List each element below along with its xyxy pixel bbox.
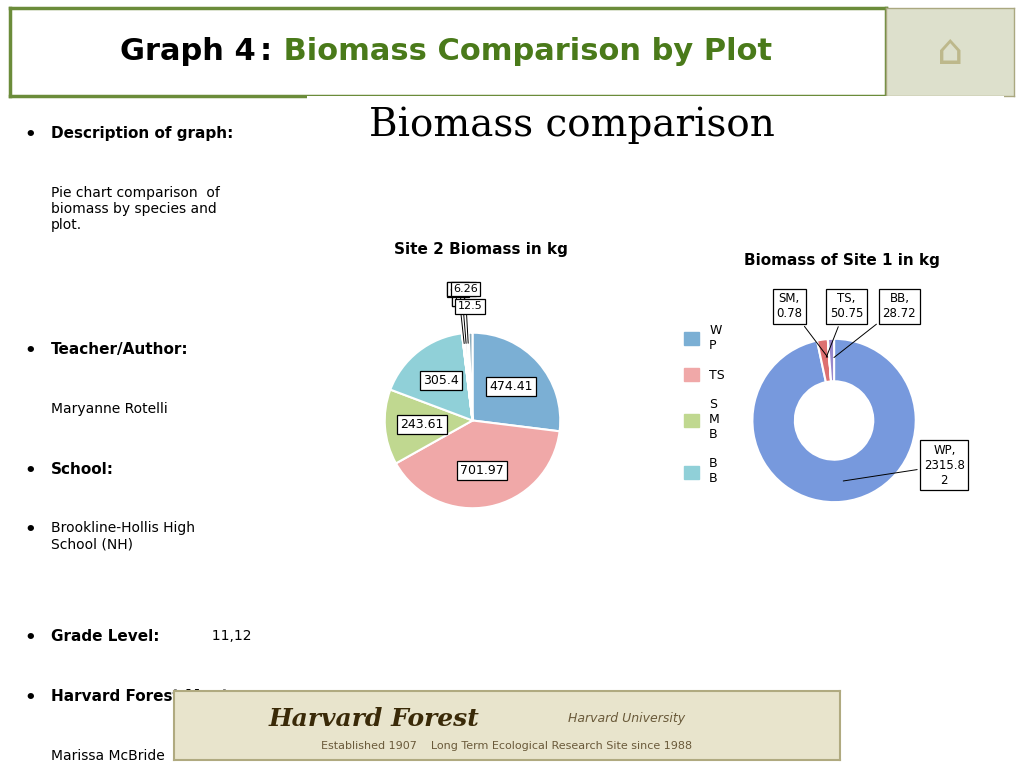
Text: •: • bbox=[25, 689, 37, 707]
Text: Pie chart comparison  of
biomass by species and
plot.: Pie chart comparison of biomass by speci… bbox=[51, 186, 220, 233]
Text: Brookline-Hollis High
School (NH): Brookline-Hollis High School (NH) bbox=[51, 521, 196, 551]
Text: Harvard Forest: Harvard Forest bbox=[268, 707, 479, 731]
Wedge shape bbox=[472, 333, 560, 432]
Text: 11,12: 11,12 bbox=[203, 630, 251, 644]
Text: Biomass comparison: Biomass comparison bbox=[369, 106, 775, 144]
Text: WP,
2315.8
2: WP, 2315.8 2 bbox=[843, 444, 965, 487]
Wedge shape bbox=[469, 333, 472, 421]
Text: •: • bbox=[25, 343, 37, 360]
Wedge shape bbox=[390, 333, 472, 421]
Text: •: • bbox=[25, 127, 37, 144]
Text: 474.41: 474.41 bbox=[488, 380, 532, 393]
Wedge shape bbox=[462, 333, 472, 421]
Text: TS,
50.75: TS, 50.75 bbox=[826, 292, 863, 357]
Text: Harvard Forest Mentor:: Harvard Forest Mentor: bbox=[51, 689, 253, 704]
Text: 243.61: 243.61 bbox=[400, 418, 443, 431]
Wedge shape bbox=[817, 339, 831, 382]
Text: School:: School: bbox=[51, 462, 114, 477]
Wedge shape bbox=[396, 421, 559, 508]
Text: 0: 0 bbox=[455, 293, 462, 303]
Title: Site 2 Biomass in kg: Site 2 Biomass in kg bbox=[394, 242, 568, 257]
Text: •: • bbox=[25, 630, 37, 647]
Text: Grade Level:: Grade Level: bbox=[51, 630, 160, 644]
Text: 8.81: 8.81 bbox=[450, 284, 474, 343]
Legend: W
P, TS, S
M
B, B
B: W P, TS, S M B, B B bbox=[679, 319, 730, 491]
Text: Teacher/Author:: Teacher/Author: bbox=[51, 343, 188, 357]
Text: Description of graph:: Description of graph: bbox=[51, 127, 233, 141]
Title: Biomass of Site 1 in kg: Biomass of Site 1 in kg bbox=[744, 253, 940, 268]
Wedge shape bbox=[462, 333, 472, 421]
Text: 6.26: 6.26 bbox=[453, 284, 477, 343]
Text: Established 1907    Long Term Ecological Research Site since 1988: Established 1907 Long Term Ecological Re… bbox=[322, 741, 692, 752]
Wedge shape bbox=[467, 333, 472, 421]
Wedge shape bbox=[753, 339, 915, 502]
Wedge shape bbox=[827, 339, 831, 382]
Text: •: • bbox=[25, 521, 37, 539]
Wedge shape bbox=[828, 339, 835, 382]
Text: Marissa McBride: Marissa McBride bbox=[51, 749, 165, 763]
Text: Biomass Comparison by Plot: Biomass Comparison by Plot bbox=[272, 38, 772, 66]
Text: Maryanne Rotelli: Maryanne Rotelli bbox=[51, 402, 168, 416]
Text: •: • bbox=[25, 462, 37, 480]
Text: :: : bbox=[260, 38, 272, 66]
Text: 12.5: 12.5 bbox=[458, 301, 482, 311]
Text: 305.4: 305.4 bbox=[423, 374, 459, 387]
Wedge shape bbox=[462, 333, 472, 421]
Text: 701.97: 701.97 bbox=[461, 464, 504, 477]
Text: 5.2: 5.2 bbox=[450, 285, 467, 343]
Text: ⌂: ⌂ bbox=[937, 31, 963, 73]
Text: 0: 0 bbox=[455, 293, 462, 303]
Wedge shape bbox=[464, 333, 472, 421]
Text: Harvard University: Harvard University bbox=[568, 713, 685, 725]
Wedge shape bbox=[385, 389, 472, 463]
Text: SM,
0.78: SM, 0.78 bbox=[776, 292, 827, 357]
Text: Graph 4: Graph 4 bbox=[120, 38, 255, 66]
Text: BB,
28.72: BB, 28.72 bbox=[834, 292, 916, 358]
